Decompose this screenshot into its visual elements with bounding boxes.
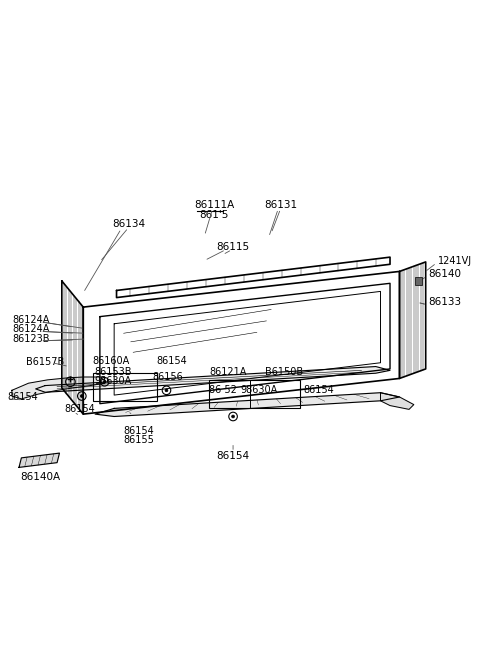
Text: 86124A: 86124A	[12, 325, 49, 334]
Text: 98630A: 98630A	[94, 376, 132, 386]
Text: 86 52: 86 52	[209, 386, 237, 396]
Text: B6157B: B6157B	[26, 357, 64, 367]
Text: 98630A: 98630A	[240, 386, 277, 396]
Text: 86111A: 86111A	[194, 200, 234, 210]
Polygon shape	[19, 453, 60, 467]
Circle shape	[80, 395, 83, 397]
Text: 86134: 86134	[112, 219, 145, 229]
Text: 86115: 86115	[216, 242, 250, 252]
Polygon shape	[12, 377, 105, 399]
Text: 86124A: 86124A	[12, 315, 49, 325]
Text: 86140A: 86140A	[20, 472, 60, 482]
Text: 86154: 86154	[156, 356, 187, 366]
Text: 86154: 86154	[7, 392, 38, 402]
Text: 86140: 86140	[428, 269, 461, 279]
Text: 86155: 86155	[124, 436, 155, 445]
Text: 86133: 86133	[428, 298, 461, 307]
Text: 86123B: 86123B	[12, 334, 49, 344]
Text: 1241VJ: 1241VJ	[438, 256, 472, 266]
Circle shape	[103, 380, 106, 383]
Text: 86131: 86131	[264, 200, 297, 210]
Circle shape	[232, 415, 235, 418]
Text: 86154: 86154	[124, 426, 155, 436]
Polygon shape	[36, 367, 390, 392]
Text: 86154: 86154	[64, 404, 95, 415]
Bar	[415, 277, 422, 284]
Text: 86156: 86156	[152, 372, 183, 382]
Text: 86121A: 86121A	[209, 367, 247, 377]
Bar	[209, 380, 300, 408]
Text: 86154: 86154	[303, 386, 334, 396]
Bar	[93, 373, 157, 401]
Polygon shape	[95, 393, 399, 417]
Text: 86154: 86154	[216, 451, 250, 461]
Polygon shape	[381, 393, 414, 409]
Text: 861'5: 861'5	[199, 210, 229, 220]
Circle shape	[165, 389, 168, 392]
Text: 86160A: 86160A	[93, 356, 130, 366]
Text: B6150B: B6150B	[265, 367, 303, 377]
Text: 86153B: 86153B	[94, 367, 132, 377]
